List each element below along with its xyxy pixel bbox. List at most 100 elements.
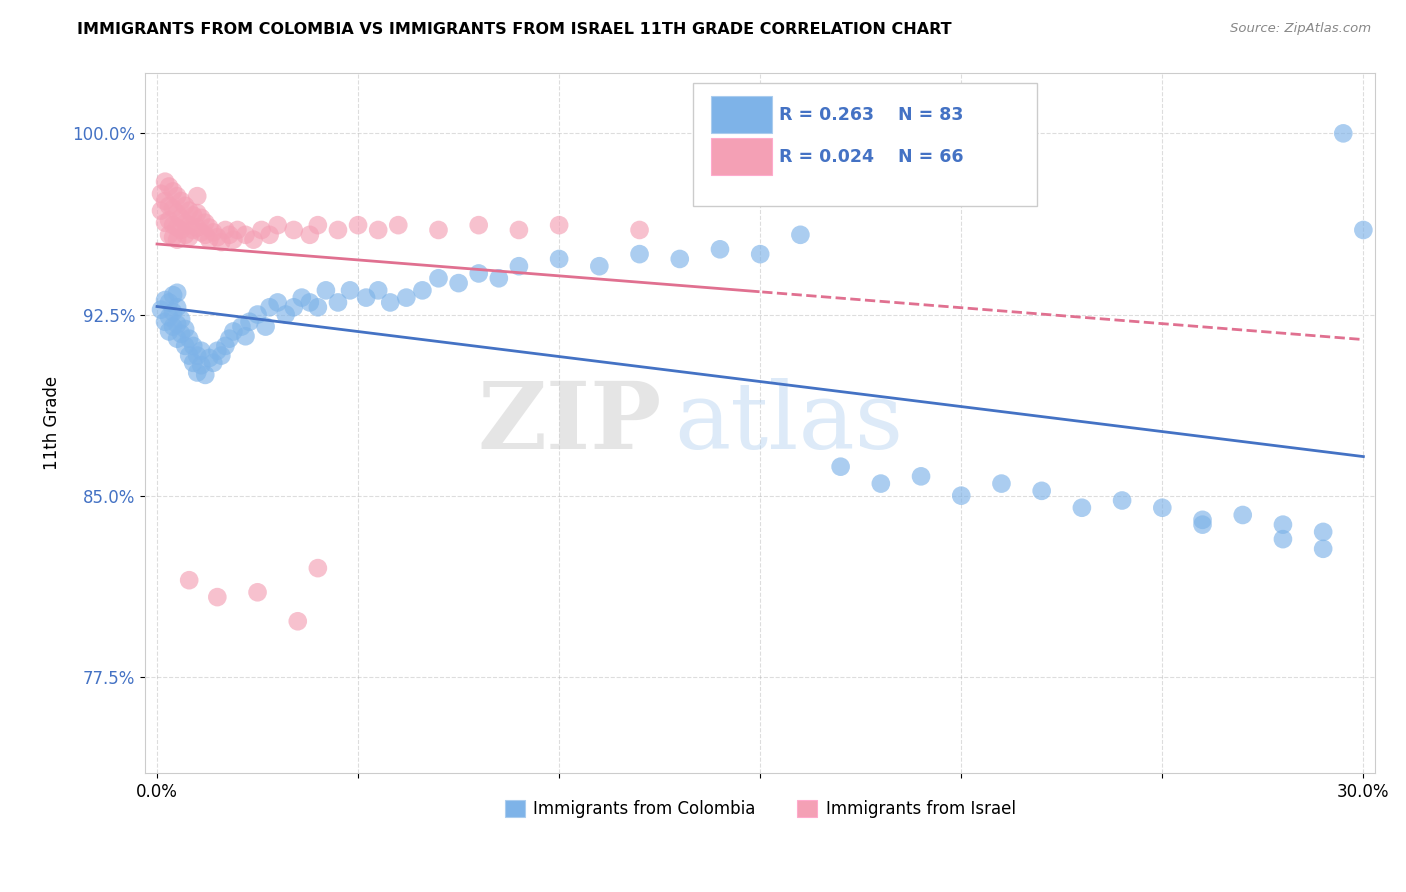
Point (194, 227, 217, 242)
Point (181, 209, 204, 223)
Point (166, 285, 188, 300)
Point (238, 315, 260, 329)
Point (259, 227, 281, 242)
Point (181, 356, 204, 370)
Point (190, 226, 212, 240)
Point (194, 216, 217, 230)
Point (298, 295, 321, 310)
Point (162, 218, 184, 232)
Point (170, 312, 193, 326)
Point (209, 349, 232, 363)
FancyBboxPatch shape (711, 96, 772, 133)
Point (266, 218, 288, 232)
Point (628, 247, 651, 261)
Point (467, 267, 489, 281)
Point (830, 459, 852, 474)
Point (153, 315, 176, 329)
Point (427, 223, 450, 237)
Point (709, 242, 731, 256)
Point (157, 213, 180, 227)
Point (181, 223, 204, 237)
Point (447, 276, 470, 290)
Point (548, 252, 571, 266)
Point (179, 573, 201, 587)
Point (1191, 513, 1213, 527)
Point (307, 218, 329, 232)
Text: IMMIGRANTS FROM COLOMBIA VS IMMIGRANTS FROM ISRAEL 11TH GRADE CORRELATION CHART: IMMIGRANTS FROM COLOMBIA VS IMMIGRANTS F… (77, 22, 952, 37)
Point (588, 259, 610, 273)
Point (186, 206, 208, 220)
Point (150, 302, 173, 317)
Point (339, 284, 361, 298)
Point (153, 194, 176, 208)
FancyBboxPatch shape (711, 138, 772, 175)
Point (354, 291, 377, 305)
Point (628, 223, 651, 237)
Legend: Immigrants from Colombia, Immigrants from Israel: Immigrants from Colombia, Immigrants fro… (498, 793, 1022, 824)
Point (198, 351, 221, 365)
Point (166, 233, 188, 247)
Point (162, 184, 184, 198)
Point (198, 233, 221, 247)
Point (246, 308, 269, 322)
Point (179, 349, 201, 363)
Point (207, 230, 229, 244)
Point (174, 339, 197, 353)
Point (207, 590, 229, 604)
Point (186, 189, 208, 203)
Point (259, 300, 281, 314)
Point (174, 216, 197, 230)
Point (427, 271, 450, 285)
Point (254, 319, 277, 334)
Point (380, 295, 402, 310)
Point (166, 332, 188, 346)
Point (174, 322, 197, 336)
Point (157, 295, 180, 310)
Point (166, 317, 188, 331)
Point (1271, 532, 1294, 546)
Point (347, 218, 370, 232)
Point (250, 223, 273, 237)
Point (190, 358, 212, 372)
Point (157, 325, 180, 339)
Point (162, 288, 184, 302)
Point (198, 220, 221, 235)
Point (153, 175, 176, 189)
Point (1070, 500, 1092, 515)
Point (1312, 541, 1334, 556)
Point (326, 295, 349, 310)
Point (315, 284, 337, 298)
Point (910, 469, 932, 483)
Text: Source: ZipAtlas.com: Source: ZipAtlas.com (1230, 22, 1371, 36)
Point (218, 332, 240, 346)
Point (214, 223, 236, 237)
Point (194, 368, 217, 382)
Point (749, 247, 772, 261)
Point (150, 203, 173, 218)
Point (789, 227, 811, 242)
Point (162, 201, 184, 215)
Point (508, 223, 530, 237)
Point (209, 235, 232, 249)
Point (162, 305, 184, 319)
Point (367, 223, 389, 237)
Point (179, 218, 201, 232)
Point (179, 203, 201, 218)
Point (1353, 223, 1375, 237)
Point (166, 189, 188, 203)
Point (170, 223, 193, 237)
Point (1191, 517, 1213, 532)
Point (283, 223, 305, 237)
Text: atlas: atlas (673, 378, 903, 468)
Point (190, 343, 212, 358)
Point (181, 339, 204, 353)
Point (291, 291, 314, 305)
Point (174, 227, 197, 242)
Point (174, 199, 197, 213)
Point (153, 216, 176, 230)
Point (1331, 127, 1354, 141)
Point (157, 227, 180, 242)
Point (246, 585, 269, 599)
Point (186, 220, 208, 235)
Text: R = 0.024    N = 66: R = 0.024 N = 66 (779, 148, 963, 166)
